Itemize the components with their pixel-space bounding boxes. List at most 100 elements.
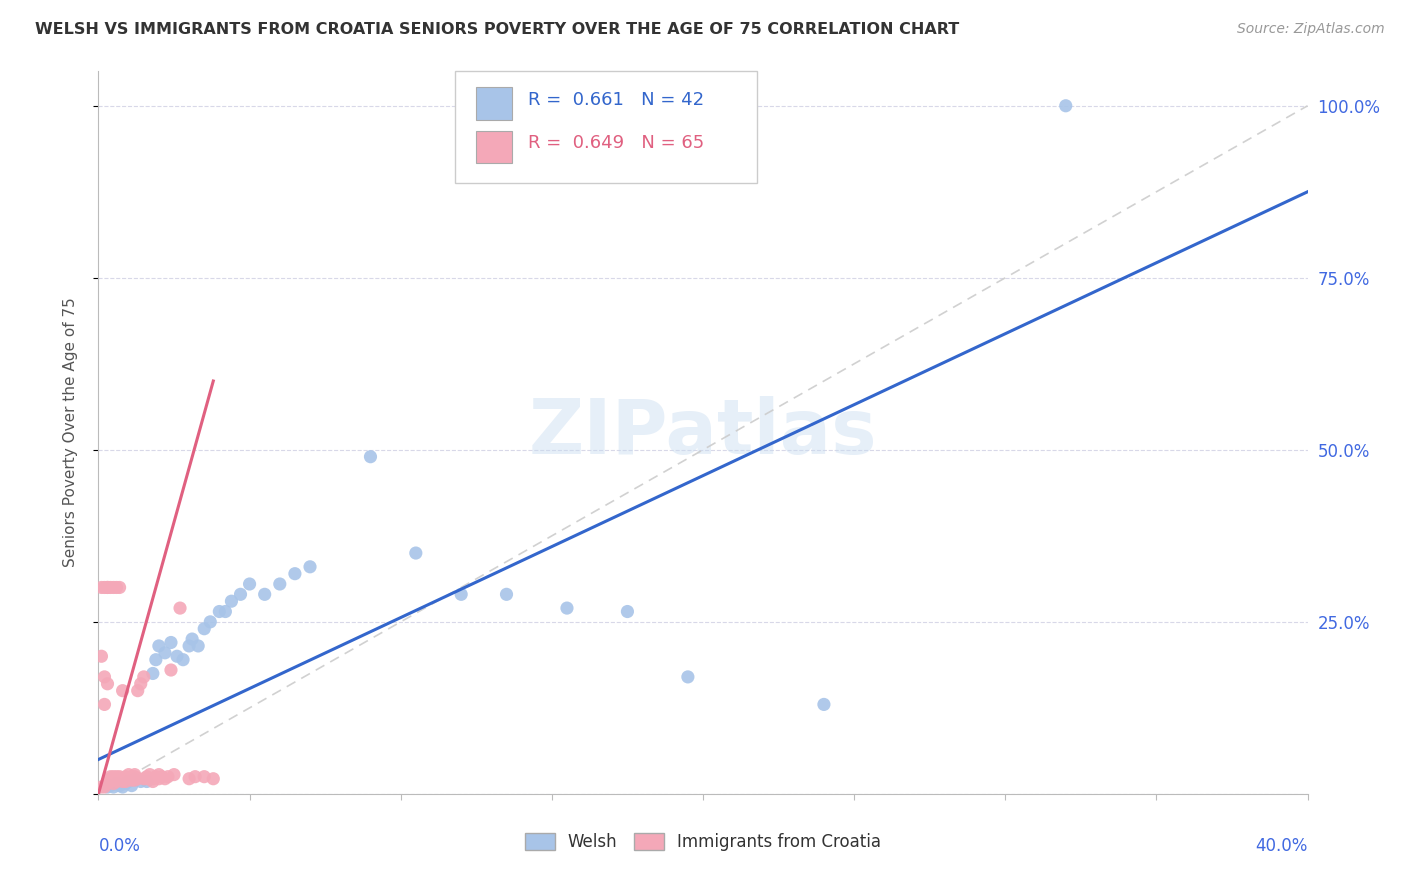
Point bbox=[118, 767, 141, 781]
Point bbox=[108, 770, 131, 784]
Point bbox=[221, 594, 243, 608]
Point bbox=[139, 767, 162, 781]
Point bbox=[132, 772, 155, 786]
Point bbox=[813, 698, 835, 712]
Point bbox=[96, 780, 118, 794]
Point bbox=[187, 639, 209, 653]
Point bbox=[100, 770, 122, 784]
Point bbox=[179, 772, 201, 786]
Point bbox=[108, 581, 131, 595]
Point bbox=[124, 770, 146, 784]
Point bbox=[150, 770, 173, 784]
Point bbox=[96, 581, 118, 595]
Point bbox=[253, 587, 276, 601]
Point bbox=[181, 632, 204, 646]
Point bbox=[108, 773, 131, 788]
Point bbox=[103, 581, 125, 595]
Point bbox=[555, 601, 578, 615]
Point bbox=[111, 774, 134, 789]
Legend: Welsh, Immigrants from Croatia: Welsh, Immigrants from Croatia bbox=[517, 826, 889, 858]
Point bbox=[239, 577, 262, 591]
Point bbox=[153, 772, 176, 786]
Point bbox=[124, 773, 146, 788]
Point bbox=[103, 780, 125, 794]
Point bbox=[169, 601, 191, 615]
Point bbox=[90, 780, 112, 794]
Point bbox=[111, 772, 134, 786]
Point bbox=[160, 663, 183, 677]
Point bbox=[135, 772, 157, 786]
Point bbox=[132, 670, 155, 684]
Point bbox=[145, 653, 167, 667]
Point bbox=[284, 566, 307, 581]
Point bbox=[121, 779, 143, 793]
Point bbox=[193, 622, 215, 636]
Point bbox=[114, 770, 136, 784]
FancyBboxPatch shape bbox=[456, 71, 758, 184]
Point bbox=[93, 780, 115, 794]
Point bbox=[114, 772, 136, 786]
Point bbox=[153, 646, 176, 660]
Point bbox=[96, 581, 118, 595]
Point bbox=[135, 774, 157, 789]
Point bbox=[105, 770, 128, 784]
Point bbox=[142, 666, 165, 681]
Point bbox=[118, 774, 141, 789]
Point bbox=[495, 587, 517, 601]
Point bbox=[118, 772, 141, 786]
Point bbox=[214, 605, 236, 619]
Point bbox=[127, 683, 149, 698]
Point bbox=[108, 772, 131, 786]
Text: R =  0.649   N = 65: R = 0.649 N = 65 bbox=[527, 134, 704, 153]
Point bbox=[100, 779, 122, 793]
Point bbox=[676, 670, 699, 684]
Point bbox=[105, 774, 128, 789]
Point bbox=[1054, 99, 1077, 113]
Point bbox=[229, 587, 252, 601]
Point bbox=[100, 581, 122, 595]
Point bbox=[96, 677, 118, 691]
Point bbox=[129, 677, 152, 691]
Point bbox=[100, 772, 122, 786]
Bar bbox=[475, 87, 512, 120]
Point bbox=[145, 770, 167, 784]
Point bbox=[124, 773, 146, 788]
Text: 40.0%: 40.0% bbox=[1256, 838, 1308, 855]
Point bbox=[105, 772, 128, 786]
Point bbox=[156, 770, 179, 784]
Point bbox=[360, 450, 382, 464]
Point bbox=[114, 776, 136, 790]
Point bbox=[166, 649, 188, 664]
Point bbox=[103, 776, 125, 790]
Point bbox=[208, 605, 231, 619]
Point bbox=[111, 683, 134, 698]
Point bbox=[139, 772, 162, 786]
Point bbox=[108, 779, 131, 793]
Point bbox=[121, 770, 143, 784]
Point bbox=[127, 772, 149, 786]
Text: 0.0%: 0.0% bbox=[98, 838, 141, 855]
Point bbox=[96, 774, 118, 789]
Point bbox=[135, 770, 157, 784]
Point bbox=[100, 774, 122, 789]
Point bbox=[616, 605, 638, 619]
Point bbox=[148, 767, 170, 781]
Point bbox=[96, 776, 118, 790]
Point bbox=[90, 649, 112, 664]
Point bbox=[179, 639, 201, 653]
Point bbox=[405, 546, 427, 560]
Bar bbox=[475, 130, 512, 163]
Point bbox=[90, 581, 112, 595]
Point bbox=[184, 770, 207, 784]
Text: WELSH VS IMMIGRANTS FROM CROATIA SENIORS POVERTY OVER THE AGE OF 75 CORRELATION : WELSH VS IMMIGRANTS FROM CROATIA SENIORS… bbox=[35, 22, 959, 37]
Point bbox=[299, 559, 322, 574]
Point bbox=[114, 774, 136, 789]
Y-axis label: Seniors Poverty Over the Age of 75: Seniors Poverty Over the Age of 75 bbox=[63, 298, 77, 567]
Point bbox=[93, 581, 115, 595]
Point bbox=[103, 770, 125, 784]
Point bbox=[124, 767, 146, 781]
Point bbox=[111, 780, 134, 794]
Point bbox=[148, 772, 170, 786]
Point bbox=[202, 772, 225, 786]
Point bbox=[160, 635, 183, 649]
